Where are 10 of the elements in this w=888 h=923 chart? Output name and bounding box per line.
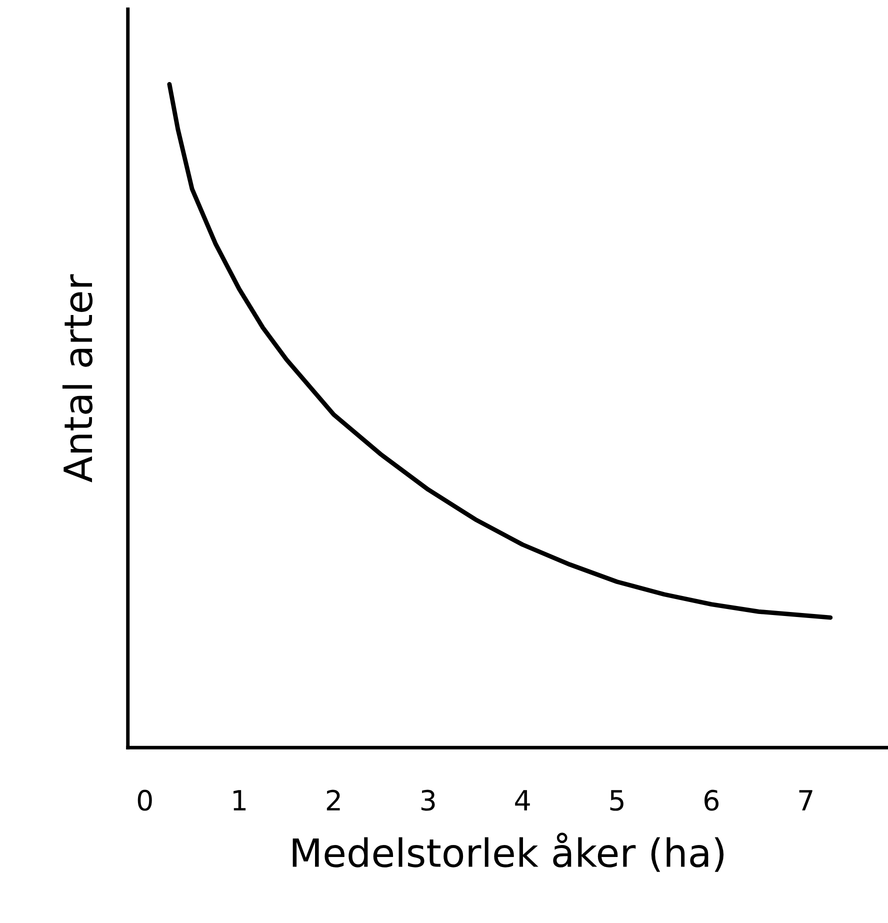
x-tick-label: 6 (704, 790, 719, 811)
x-tick-label: 7 (799, 790, 812, 810)
x-axis-title: Medelstorlek åker (ha) (292, 832, 724, 872)
x-tick-label: 3 (421, 790, 435, 811)
y-axis-title: Antal arter (62, 274, 93, 482)
x-tick-label: 5 (610, 790, 624, 811)
x-tick-label: 1 (234, 790, 246, 810)
x-tick-label: 2 (326, 790, 340, 810)
x-tick-label: 0 (138, 790, 152, 811)
x-tick-label: 4 (515, 790, 530, 810)
